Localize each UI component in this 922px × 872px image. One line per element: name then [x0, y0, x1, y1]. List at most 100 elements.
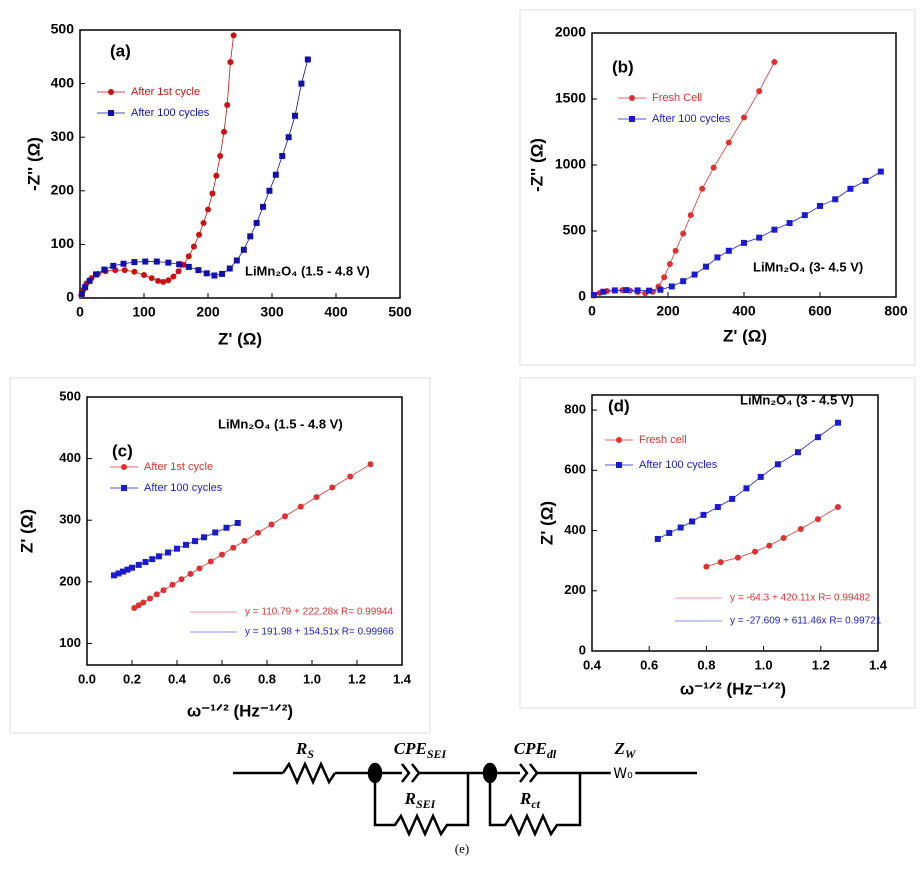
- marker: [689, 518, 696, 525]
- marker: [717, 559, 724, 566]
- legend-label: After 100 cycles: [144, 482, 223, 494]
- marker: [111, 572, 117, 579]
- label-sub: SEI: [427, 747, 448, 761]
- marker: [666, 261, 673, 267]
- marker: [292, 112, 299, 119]
- marker: [734, 554, 741, 561]
- marker: [148, 275, 155, 282]
- caption: (e): [455, 841, 469, 856]
- marker: [687, 212, 694, 219]
- marker: [834, 419, 841, 426]
- x-tick-label: 400: [732, 303, 756, 319]
- marker: [196, 565, 203, 572]
- x-tick-label: 1.0: [755, 657, 773, 672]
- marker: [623, 287, 630, 294]
- circuit-label: ZW: [613, 739, 636, 761]
- marker: [797, 526, 804, 533]
- marker: [221, 128, 227, 135]
- marker: [847, 185, 854, 192]
- marker: [147, 595, 153, 602]
- marker: [832, 196, 839, 203]
- circuit: W₀: [233, 760, 697, 838]
- marker: [86, 277, 93, 284]
- x-tick-label: 0: [588, 303, 596, 319]
- marker: [700, 511, 707, 518]
- plot-frame: [79, 29, 401, 299]
- marker: [101, 266, 108, 273]
- marker: [226, 265, 233, 272]
- marker: [115, 570, 122, 577]
- marker: [207, 558, 214, 565]
- legend-marker: [629, 116, 635, 122]
- marker: [877, 168, 884, 175]
- label-main: CPE: [514, 739, 547, 758]
- marker: [203, 270, 210, 277]
- y-tick-label: 500: [563, 222, 587, 238]
- x-tick-label: 0.0: [78, 671, 96, 686]
- marker: [646, 287, 652, 294]
- label-sub: dl: [547, 747, 557, 761]
- marker: [219, 270, 226, 277]
- x-tick-label: 0.2: [123, 671, 141, 686]
- marker: [129, 564, 135, 571]
- marker: [814, 434, 821, 441]
- y-tick-label: 100: [59, 635, 81, 650]
- marker: [241, 537, 248, 544]
- marker: [175, 268, 182, 275]
- panel-label: (d): [608, 396, 630, 415]
- marker: [677, 524, 684, 531]
- series-line: [134, 463, 371, 609]
- label-main: Z: [613, 739, 624, 758]
- legend-marker: [108, 89, 114, 95]
- marker: [654, 535, 661, 542]
- marker: [165, 259, 172, 266]
- legend-label: Fresh cell: [639, 434, 687, 446]
- marker: [699, 185, 706, 192]
- marker: [766, 542, 773, 549]
- legend-marker: [108, 110, 114, 116]
- legend-marker: [616, 437, 622, 443]
- marker: [135, 561, 142, 568]
- y-tick-label: 100: [51, 235, 75, 251]
- chart-title: LiMn₂O₄ (3- 4.5 V): [753, 259, 863, 274]
- y-tick-label: 400: [51, 74, 75, 90]
- marker: [190, 243, 197, 250]
- marker: [255, 529, 261, 536]
- marker: [590, 292, 597, 299]
- marker: [285, 134, 292, 141]
- x-tick-label: 1.0: [303, 671, 321, 686]
- marker: [668, 283, 675, 290]
- marker: [703, 263, 709, 270]
- marker: [82, 284, 89, 291]
- plot-frame: [86, 396, 403, 666]
- panel-frame: [519, 9, 916, 366]
- marker: [213, 172, 220, 179]
- marker: [771, 59, 778, 66]
- marker: [240, 246, 247, 253]
- marker: [600, 288, 607, 295]
- series-line: [593, 171, 882, 296]
- marker: [121, 267, 128, 274]
- marker: [817, 202, 823, 209]
- marker: [224, 102, 231, 109]
- marker: [131, 259, 138, 266]
- panel-label: (c): [112, 441, 133, 460]
- marker: [209, 190, 216, 197]
- marker: [313, 494, 320, 501]
- label-sub: S: [307, 747, 314, 761]
- plot-frame: [591, 394, 879, 652]
- marker: [219, 551, 225, 558]
- marker: [725, 247, 732, 254]
- marker: [661, 274, 668, 281]
- chart-title: LiMn₂O₄ (1.5 - 4.8 V): [245, 263, 370, 278]
- marker: [131, 605, 138, 612]
- x-axis-label: ω⁻¹ᐟ² (Hz⁻¹ᐟ²): [187, 701, 293, 720]
- x-tick-label: 500: [388, 304, 412, 320]
- marker: [230, 32, 237, 39]
- legend-label: After 100 cycles: [652, 113, 731, 125]
- marker: [192, 538, 198, 545]
- marker: [183, 541, 189, 548]
- y-axis-label: Z' (Ω): [17, 509, 36, 553]
- marker: [672, 247, 679, 254]
- marker: [260, 203, 267, 210]
